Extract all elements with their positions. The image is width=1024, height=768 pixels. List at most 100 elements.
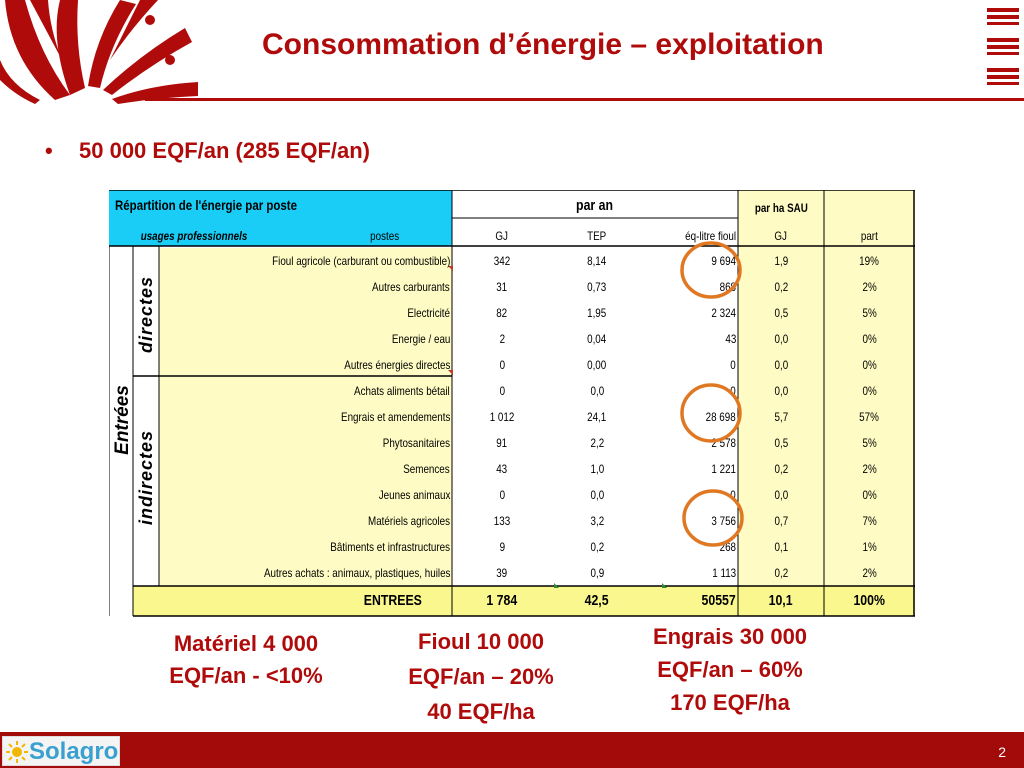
row-gj: 31: [496, 280, 508, 294]
row-gj-ha: 1,9: [774, 254, 788, 268]
row-part: 5%: [862, 436, 877, 450]
footer-logo: Solagro: [2, 736, 120, 766]
row-gj: 9: [499, 540, 505, 554]
bullet-dot-icon: •: [45, 138, 53, 163]
table-title: Répartition de l'énergie par poste: [115, 197, 297, 213]
group-par-an: par an: [576, 196, 614, 214]
row-label: Phytosanitaires: [382, 436, 450, 450]
row-gj-ha: 0,0: [774, 488, 788, 502]
usages-label: usages professionnels: [140, 229, 248, 243]
solagro-stripes-logo: [987, 8, 1019, 85]
row-gj: 39: [496, 566, 508, 580]
sun-icon: [6, 741, 28, 763]
row-part: 0%: [862, 488, 877, 502]
row-gj-ha: 0,7: [774, 514, 788, 528]
row-eq: 0: [730, 488, 736, 502]
row-eq: 0: [730, 384, 736, 398]
row-label: Fioul agricole (carburant ou combustible…: [271, 254, 450, 268]
row-label: Bâtiments et infrastructures: [330, 540, 450, 554]
energy-table: Répartition de l'énergie par poste usage…: [109, 190, 915, 618]
total-gj-ha: 10,1: [769, 591, 793, 609]
row-eq: 1 221: [711, 462, 736, 476]
col-gj: GJ: [495, 229, 509, 243]
annotation-materiel-line1: Matériel 4 000: [173, 631, 319, 656]
table-grid: [109, 190, 915, 617]
row-label: Jeunes animaux: [378, 488, 450, 502]
row-tep: 0,0: [590, 384, 604, 398]
row-tep: 1,0: [590, 462, 604, 476]
yellow-right-bg: [738, 190, 915, 586]
row-tep: 0,73: [587, 280, 607, 294]
row-part: 2%: [862, 280, 877, 294]
row-part: 7%: [862, 514, 877, 528]
row-gj: 1 012: [489, 410, 515, 424]
row-gj: 0: [499, 384, 505, 398]
row-eq: 3 756: [711, 514, 736, 528]
row-tep: 0,04: [587, 332, 607, 346]
annotation-engrais-line2: EQF/an – 60%: [657, 657, 803, 682]
row-eq: 1 113: [712, 566, 736, 580]
side-label-indirectes: indirectes: [136, 429, 157, 526]
row-eq: 0: [730, 358, 736, 372]
row-gj: 82: [496, 306, 508, 320]
row-part: 0%: [862, 358, 877, 372]
slide-title: Consommation d’énergie – exploitation: [262, 28, 824, 61]
row-gj: 43: [496, 462, 508, 476]
annotation-engrais-line1: Engrais 30 000: [652, 624, 808, 649]
row-label: Achats aliments bétail: [354, 384, 450, 398]
row-tep: 0,0: [590, 488, 604, 502]
row-eq: 9 694: [711, 254, 736, 268]
page-number: 2: [998, 744, 1006, 760]
row-tep: 0,2: [590, 540, 604, 554]
row-gj: 342: [493, 254, 511, 268]
bullet-text: 50 000 EQF/an (285 EQF/an): [79, 138, 371, 163]
row-part: 0%: [862, 384, 877, 398]
row-part: 5%: [862, 306, 877, 320]
annotation-fioul: Fioul 10 000 EQF/an – 20% 40 EQF/ha: [378, 624, 584, 729]
col-postes: postes: [370, 229, 400, 243]
row-gj: 0: [499, 488, 505, 502]
annotation-engrais: Engrais 30 000 EQF/an – 60% 170 EQF/ha: [620, 620, 840, 719]
row-label: Electricité: [407, 306, 450, 320]
col-gj-ha: GJ: [774, 229, 788, 243]
group-par-ha: par ha SAU: [754, 200, 808, 215]
row-gj-ha: 0,2: [774, 566, 788, 580]
footer-logo-text: Solagro: [29, 738, 119, 765]
row-part: 2%: [862, 462, 877, 476]
row-part: 0%: [862, 332, 877, 346]
comment-marker: [448, 266, 453, 271]
row-part: 19%: [859, 254, 880, 268]
total-label: ENTREES: [363, 591, 422, 609]
comment-marker: [662, 583, 667, 588]
row-label: Engrais et amendements: [340, 410, 450, 424]
row-label: Semences: [403, 462, 450, 476]
row-part: 2%: [862, 566, 877, 580]
row-gj: 2: [499, 332, 505, 346]
row-label: Autres achats : animaux, plastiques, hui…: [263, 566, 450, 580]
row-label: Autres carburants: [372, 280, 450, 294]
row-tep: 0,9: [590, 566, 604, 580]
col-tep: TEP: [587, 229, 607, 243]
annotation-fioul-line2: EQF/an – 20%: [408, 664, 554, 689]
row-gj-ha: 0,2: [774, 280, 788, 294]
row-gj-ha: 0,2: [774, 462, 788, 476]
row-gj-ha: 0,0: [774, 384, 788, 398]
annotation-materiel-line2: EQF/an - <10%: [169, 663, 323, 688]
yellow-label-bg: [159, 248, 452, 586]
annotation-engrais-line3: 170 EQF/ha: [670, 690, 790, 715]
row-gj: 91: [496, 436, 508, 450]
row-label: Energie / eau: [391, 332, 450, 346]
row-eq: 268: [719, 540, 736, 554]
row-eq: 868: [719, 280, 736, 294]
total-eq: 50557: [701, 591, 736, 609]
annotation-fioul-line1: Fioul 10 000: [418, 629, 544, 654]
side-label-directes: directes: [136, 275, 157, 353]
row-gj: 133: [493, 514, 511, 528]
row-tep: 0,00: [587, 358, 607, 372]
annotation-fioul-line3: 40 EQF/ha: [427, 699, 535, 724]
row-gj-ha: 0,1: [774, 540, 788, 554]
row-part: 1%: [862, 540, 877, 554]
row-tep: 3,2: [590, 514, 604, 528]
title-rule: [145, 98, 1024, 101]
row-gj-ha: 0,0: [774, 358, 788, 372]
